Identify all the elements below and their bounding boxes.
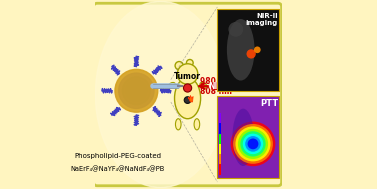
Text: 980 nm: 980 nm bbox=[199, 77, 231, 86]
Ellipse shape bbox=[200, 82, 207, 88]
Circle shape bbox=[233, 124, 273, 164]
Ellipse shape bbox=[175, 78, 201, 119]
Text: 808 nm: 808 nm bbox=[199, 87, 231, 96]
FancyBboxPatch shape bbox=[218, 9, 279, 91]
Circle shape bbox=[241, 131, 266, 156]
FancyBboxPatch shape bbox=[93, 3, 282, 186]
Ellipse shape bbox=[176, 100, 182, 111]
Circle shape bbox=[247, 49, 256, 59]
Circle shape bbox=[228, 22, 243, 37]
Circle shape bbox=[184, 97, 191, 103]
Ellipse shape bbox=[95, 1, 226, 188]
Circle shape bbox=[236, 126, 271, 161]
Ellipse shape bbox=[193, 100, 199, 111]
Ellipse shape bbox=[168, 82, 175, 88]
Circle shape bbox=[123, 77, 150, 105]
Ellipse shape bbox=[194, 119, 200, 130]
Ellipse shape bbox=[175, 119, 181, 130]
Bar bbox=[219, 113, 221, 123]
Polygon shape bbox=[188, 95, 193, 102]
Bar bbox=[219, 123, 221, 134]
Bar bbox=[219, 134, 221, 144]
Circle shape bbox=[175, 62, 183, 70]
Ellipse shape bbox=[233, 109, 254, 166]
Polygon shape bbox=[210, 82, 221, 90]
Circle shape bbox=[248, 139, 258, 149]
Text: Phospholipid-PEG-coated: Phospholipid-PEG-coated bbox=[74, 153, 161, 159]
Circle shape bbox=[243, 134, 263, 154]
Text: NIR: NIR bbox=[208, 82, 223, 91]
Bar bbox=[219, 144, 221, 154]
Text: PTT: PTT bbox=[260, 99, 278, 108]
Circle shape bbox=[187, 60, 193, 66]
Circle shape bbox=[126, 81, 147, 101]
Ellipse shape bbox=[227, 19, 254, 81]
Circle shape bbox=[119, 73, 154, 108]
Circle shape bbox=[254, 46, 261, 53]
Circle shape bbox=[177, 64, 198, 84]
Text: NaErF₄@NaYF₄@NaNdF₄@PB: NaErF₄@NaYF₄@NaNdF₄@PB bbox=[70, 166, 165, 172]
Bar bbox=[219, 164, 221, 175]
FancyBboxPatch shape bbox=[218, 96, 279, 178]
Circle shape bbox=[245, 136, 261, 152]
Circle shape bbox=[238, 129, 268, 159]
Bar bbox=[219, 154, 221, 164]
Circle shape bbox=[184, 84, 192, 92]
Circle shape bbox=[131, 85, 142, 96]
Circle shape bbox=[231, 122, 275, 166]
Text: NIR-II
imaging: NIR-II imaging bbox=[246, 12, 278, 26]
Circle shape bbox=[115, 69, 158, 112]
Text: Tumor: Tumor bbox=[174, 71, 201, 81]
